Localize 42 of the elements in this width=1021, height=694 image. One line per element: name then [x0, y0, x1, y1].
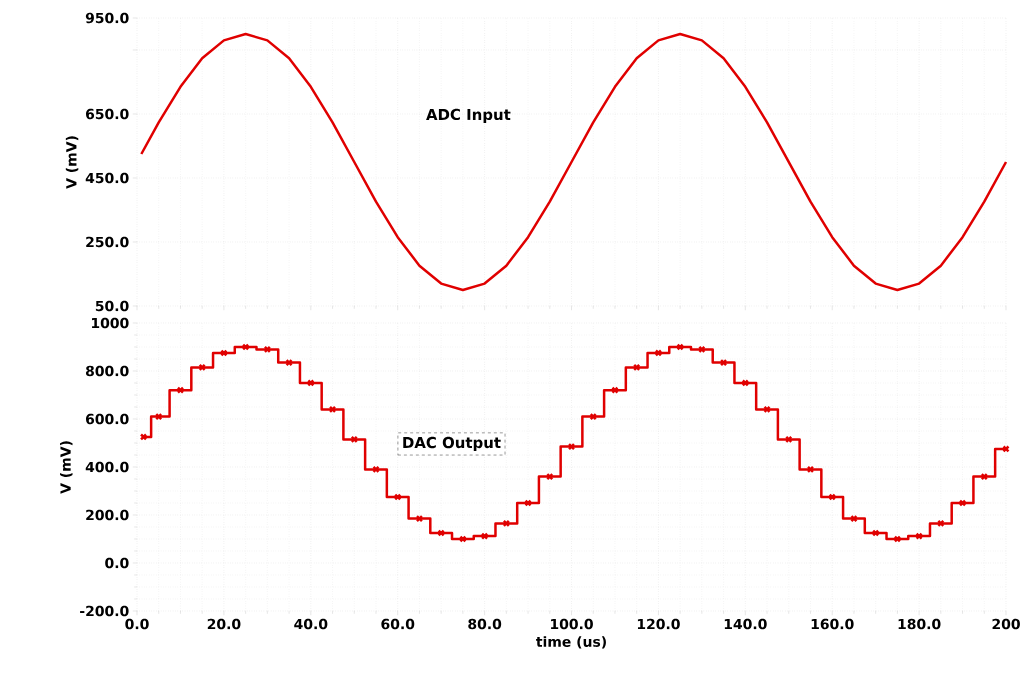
- x-tick-label: 20.0: [207, 618, 241, 630]
- x-tick-label: 80.0: [468, 618, 502, 630]
- y-tick-label: 950.0: [85, 12, 129, 24]
- point: [893, 535, 902, 543]
- x-tick-label: 160.0: [811, 618, 854, 630]
- point: [850, 514, 858, 523]
- point: [285, 358, 293, 367]
- point: [241, 343, 250, 351]
- point: [871, 529, 880, 537]
- x-tick-label: 200: [992, 618, 1020, 630]
- x-tick-label: 0.0: [125, 618, 149, 630]
- y-tick-label: 450.0: [85, 172, 129, 184]
- point: [763, 405, 771, 414]
- point: [372, 465, 380, 474]
- point: [654, 349, 663, 357]
- y-tick-label: 50.0: [95, 300, 129, 312]
- point: [698, 345, 706, 354]
- x-axis-title: time (us): [536, 636, 606, 649]
- y-tick-label: 650.0: [85, 108, 129, 120]
- annotation: ADC Input: [426, 108, 511, 123]
- point: [393, 493, 402, 501]
- y-tick-label: -200.0: [80, 605, 129, 617]
- x-tick-label: 100.0: [551, 618, 593, 630]
- x-tick-label: 140.0: [724, 618, 767, 630]
- y-axis-title: V (mV): [60, 441, 73, 494]
- x-tick-label: 120.0: [637, 618, 680, 630]
- y-tick-label: 600.0: [85, 413, 129, 425]
- y-tick-label: 200.0: [86, 509, 129, 521]
- y-tick-label: 800.0: [85, 365, 129, 377]
- point: [176, 386, 185, 394]
- x-tick-label: 60.0: [381, 618, 415, 630]
- y-tick-label: 0.0: [105, 557, 129, 569]
- x-tick-label: 40.0: [294, 618, 328, 630]
- y-axis-title: V (mV): [65, 136, 79, 189]
- y-tick-label: 1000: [92, 317, 129, 329]
- point: [741, 379, 750, 387]
- y-tick-label: 250.0: [86, 236, 129, 248]
- x-tick-label: 180.0: [898, 618, 941, 630]
- annotation: DAC Output: [403, 436, 501, 452]
- y-tick-label: 400.0: [85, 461, 129, 473]
- point: [958, 499, 967, 507]
- point: [480, 532, 489, 540]
